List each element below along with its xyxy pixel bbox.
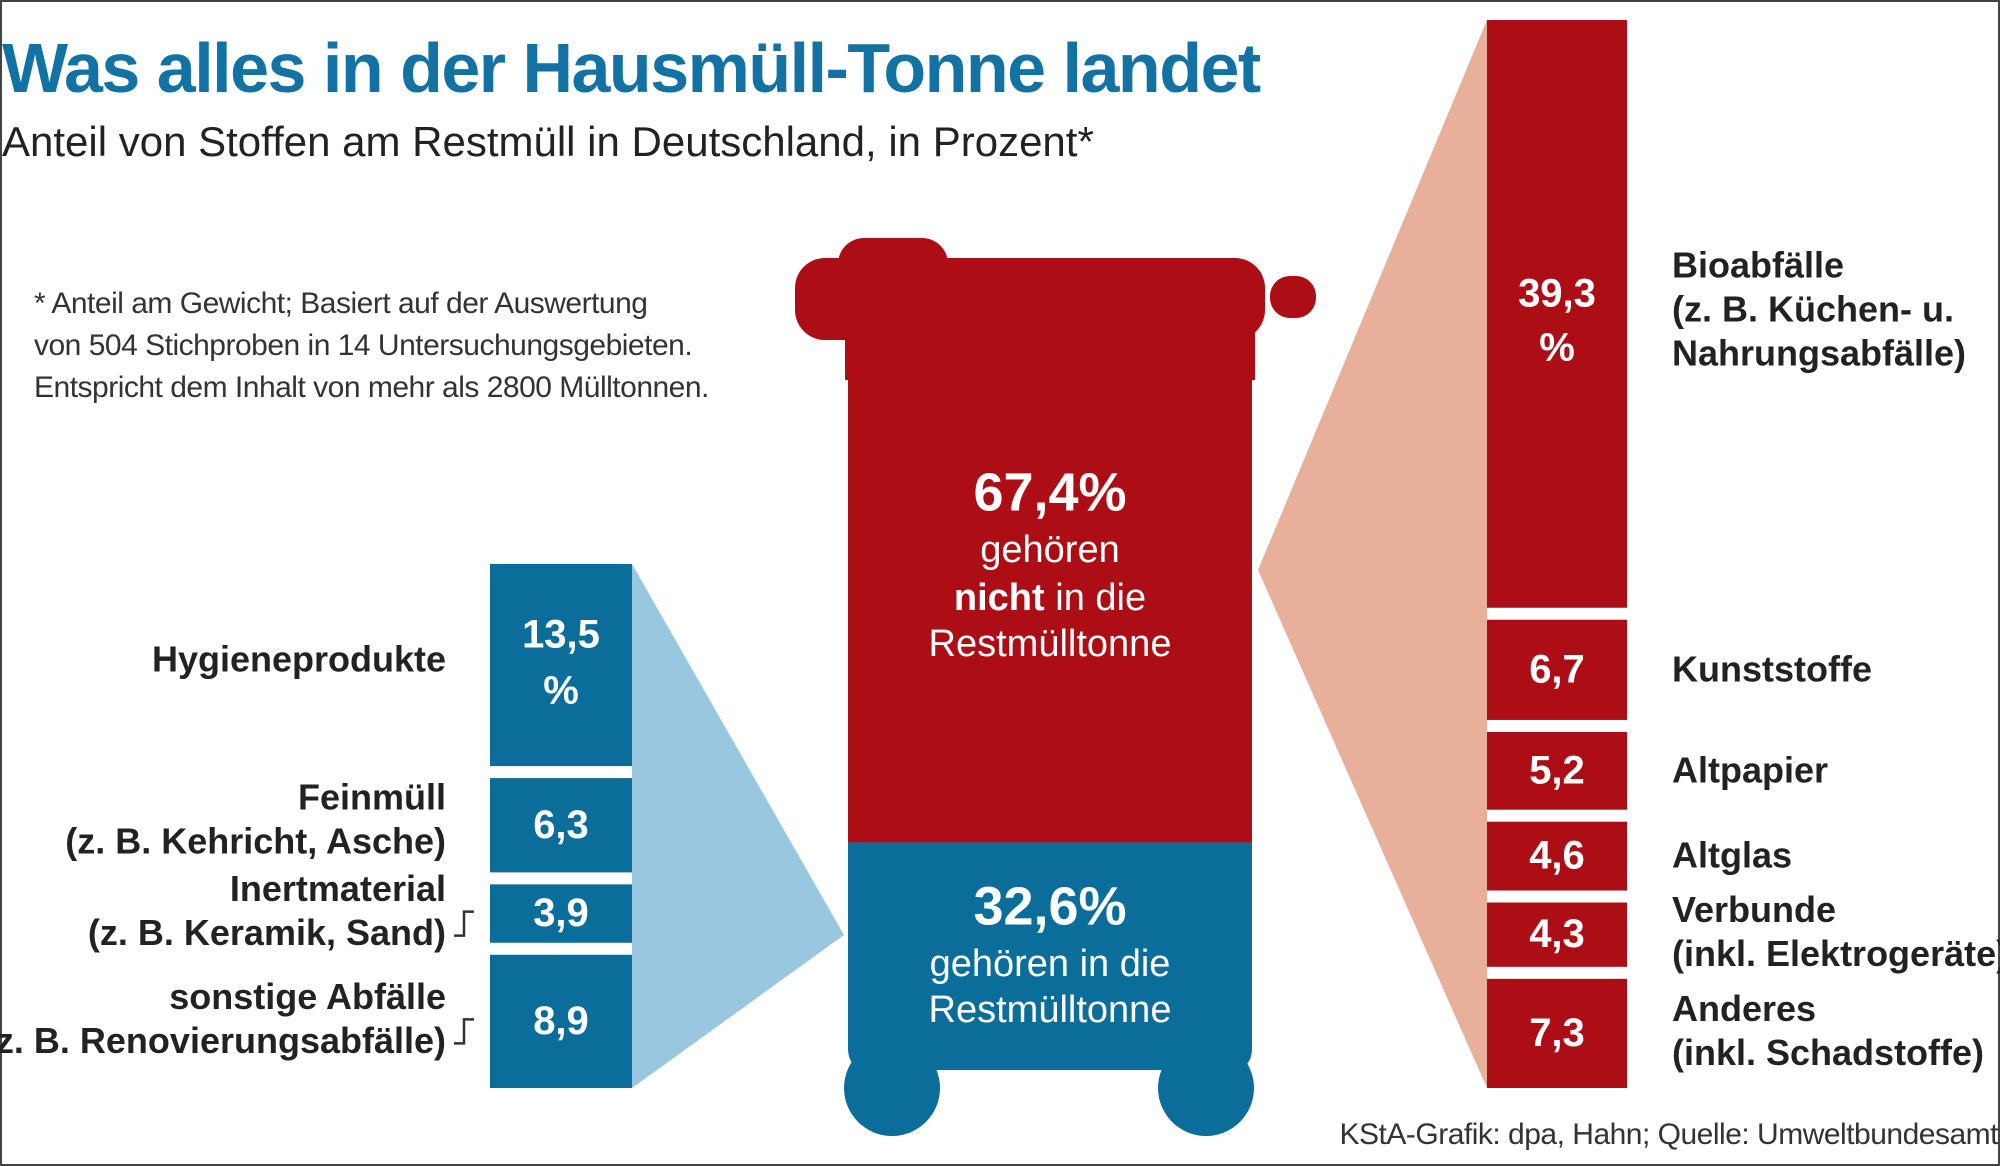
funnels — [632, 20, 1487, 1088]
page-title: Was alles in der Hausmüll-Tonne landet — [2, 29, 1261, 107]
category-label: sonstige Abfälle — [169, 976, 446, 1017]
category-label: (inkl. Schadstoffe) — [1672, 1032, 1984, 1073]
bin-lid — [795, 258, 1265, 340]
bin-text-line: gehören in die — [930, 943, 1171, 985]
bar-value-label: 4,3 — [1529, 912, 1585, 956]
category-label: Nahrungsabfälle) — [1672, 333, 1966, 374]
bar-value-label: 39,3 — [1518, 272, 1596, 316]
category-label: (z. B. Keramik, Sand) — [88, 912, 446, 953]
bar-value-label: 6,7 — [1529, 647, 1585, 691]
bar-value-label: 3,9 — [533, 891, 589, 935]
bar-value-label: 7,3 — [1529, 1011, 1585, 1055]
bar-kunststoffe — [1487, 619, 1627, 720]
category-label: Hygieneprodukte — [152, 639, 446, 680]
bar-bioabfälle — [1487, 20, 1627, 608]
page-subtitle: Anteil von Stoffen am Restmüll in Deutsc… — [2, 118, 1094, 165]
bin-value-belong: 32,6% — [973, 876, 1126, 936]
bar-sonstige-abfälle — [490, 954, 632, 1088]
bin-neck — [845, 320, 1255, 380]
footnote-line: von 504 Stichproben in 14 Untersuchungsg… — [34, 329, 693, 362]
bin-text-line: nicht in die — [954, 577, 1146, 619]
category-label: (z. B. Küchen- u. — [1672, 289, 1954, 330]
funnel-not-belong — [1258, 20, 1487, 1088]
category-label: (z. B. Kehricht, Asche) — [65, 821, 446, 862]
bin-segment-not-belong — [848, 372, 1252, 843]
bar-altglas — [1487, 821, 1627, 891]
bar-altpapier — [1487, 731, 1627, 810]
label-connector — [454, 910, 474, 937]
bin-text-line: gehören — [980, 529, 1119, 571]
bin-segment-belong — [848, 842, 1252, 1070]
bar-hygieneprodukte — [490, 564, 632, 767]
bin-value-not-belong: 67,4% — [973, 462, 1126, 522]
footnote-line: Entspricht dem Inhalt von mehr als 2800 … — [34, 371, 709, 404]
bin-wheel — [1158, 1040, 1254, 1136]
bin-hinge — [1270, 276, 1316, 318]
bar-value-label: 5,2 — [1529, 748, 1585, 792]
category-label: Inertmaterial — [230, 868, 446, 909]
bar-value-label: % — [543, 669, 579, 713]
bin-wheel — [844, 1040, 940, 1136]
bin-text-rest: in die — [1045, 577, 1146, 619]
category-label: Anderes — [1672, 988, 1816, 1029]
category-label: Kunststoffe — [1672, 648, 1872, 689]
bar-value-label: 4,6 — [1529, 834, 1585, 878]
category-label: Feinmüll — [298, 777, 446, 818]
funnel-belong — [632, 564, 844, 1088]
footnote-line: * Anteil am Gewicht; Basiert auf der Aus… — [34, 287, 648, 320]
category-label: Bioabfälle — [1672, 245, 1844, 286]
bar-value-label: % — [1539, 326, 1575, 370]
category-label: Verbunde — [1672, 889, 1836, 930]
bin-text-emphasis: nicht — [954, 577, 1045, 619]
footnote: * Anteil am Gewicht; Basiert auf der Aus… — [34, 283, 709, 409]
category-label: Altglas — [1672, 835, 1792, 876]
breakdown-not-belong: 39,3% Bioabfälle(z. B. Küchen- u.Nahrungs… — [1487, 20, 2000, 1088]
bar-value-label: 6,3 — [533, 803, 589, 847]
bar-feinmüll — [490, 778, 632, 873]
category-label: Altpapier — [1672, 749, 1828, 790]
category-label: (inkl. Elektrogeräte) — [1672, 933, 2000, 974]
bar-value-label: 13,5 — [522, 613, 600, 657]
category-label: (z. B. Renovierungsabfälle) — [0, 1020, 446, 1061]
label-connector — [454, 1018, 474, 1045]
bar-inertmaterial — [490, 884, 632, 943]
bar-verbunde — [1487, 902, 1627, 967]
source-credit: KStA-Grafik: dpa, Hahn; Quelle: Umweltbu… — [1339, 1118, 1999, 1151]
bin-text-line: Restmülltonne — [929, 623, 1172, 665]
bar-value-label: 8,9 — [533, 999, 589, 1043]
bin-text-line: Restmülltonne — [929, 989, 1172, 1031]
bar-anderes — [1487, 978, 1627, 1088]
